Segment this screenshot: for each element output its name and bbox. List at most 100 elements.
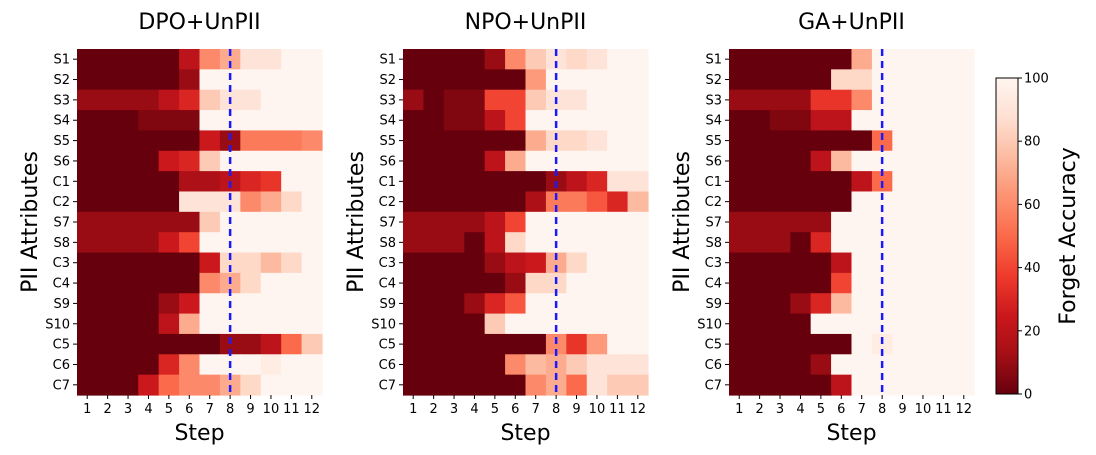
y-tick-label: S2 [705,73,722,88]
heatmap-cell [586,333,608,355]
heatmap-cell [607,150,629,172]
colorbar-gradient [995,77,1019,395]
heatmap-cell [912,354,934,376]
heatmap-cell [831,354,853,376]
heatmap-cell [586,211,608,233]
heatmap-cell [505,69,527,91]
heatmap-cell [810,49,832,70]
heatmap-panels: DPO+UnPII S1 S2 S3 S4 S5 S6 C1 C2 S7 S8 C3 C4 S9 S10 C5… [18,10,975,446]
heatmap-cell [729,191,751,213]
heatmap-cell [179,150,201,172]
heatmap-cell [240,150,262,172]
heatmap-cell [953,49,975,70]
heatmap-cell [219,110,241,132]
heatmap-cell [892,313,914,335]
heatmap-cell [199,171,221,193]
heatmap-cell [525,354,547,376]
heatmap-cell [525,252,547,274]
heatmap-cell [179,293,201,315]
heatmap-cell [97,191,119,213]
heatmap-cell [219,130,241,152]
heatmap-cell [810,374,832,396]
x-tick-label: 3 [450,402,458,417]
heatmap-cell [240,211,262,233]
heatmap-cell [403,272,425,294]
heatmap-cell [586,232,608,254]
heatmap-cell [627,252,649,274]
heatmap-cell [566,313,588,335]
heatmap-cell [260,150,282,172]
heatmap-cell [933,191,955,213]
heatmap-cell [851,69,873,91]
heatmap-cell [749,374,771,396]
heatmap-cell [892,333,914,355]
heatmap-cell [281,49,303,70]
heatmap-cell [912,272,934,294]
heatmap-cell [301,130,323,152]
y-tick-label: S5 [53,134,70,149]
heatmap-cell [301,150,323,172]
heatmap-cell [403,110,425,132]
heatmap-cell [179,354,201,376]
heatmap-cell [627,232,649,254]
heatmap-cell [607,69,629,91]
heatmap-cell [749,49,771,70]
y-tick-label: C7 [53,378,70,393]
y-tick-label: C7 [379,378,396,393]
heatmap-cell [892,354,914,376]
heatmap-cell [729,171,751,193]
heatmap-cell [301,191,323,213]
y-tick-label: S7 [705,216,722,231]
heatmap-cell [566,272,588,294]
heatmap-cell [77,89,99,111]
heatmap-cell [607,354,629,376]
y-tick-label: S7 [379,216,396,231]
heatmap-cell [566,252,588,274]
heatmap-cell [505,49,527,70]
heatmap-cell [138,150,160,172]
heatmap-cell [607,313,629,335]
heatmap-cell [138,313,160,335]
heatmap-cell [851,333,873,355]
heatmap-cell [912,252,934,274]
heatmap-panel-2: NPO+UnPII S1 S2 S3 S4 S5 S6 C1 C2 S7 S8 C3 C4 S9 S10 C5… [344,10,649,446]
heatmap-cell [505,252,527,274]
y-tick-label: C1 [705,175,722,190]
heatmap-panel-3: GA+UnPII S1 S2 S3 S4 S5 S6 C1 C2 S7 S8 C3 C4 S9 S10 C5 C… [670,10,975,446]
heatmap-cell [566,110,588,132]
heatmap-cell [749,252,771,274]
heatmap-cell [158,89,180,111]
heatmap-cell [627,313,649,335]
x-tick-label: 9 [246,402,254,417]
heatmap-cell [301,374,323,396]
heatmap-cell [525,150,547,172]
heatmap-cell [423,333,445,355]
heatmap-cell [525,333,547,355]
heatmap-cell [443,49,465,70]
heatmap-cell [627,272,649,294]
heatmap-cell [831,191,853,213]
heatmap-cell [179,313,201,335]
heatmap-cell [443,171,465,193]
heatmap-cell [749,130,771,152]
heatmap-cell [260,171,282,193]
heatmap-cell [403,333,425,355]
heatmap-cell [810,69,832,91]
heatmap-cell [505,333,527,355]
heatmap-cell [179,49,201,70]
x-tick-label: 2 [755,402,763,417]
heatmap-cell [260,293,282,315]
heatmap-cell [953,232,975,254]
heatmap-cell [97,130,119,152]
y-tick-label: C5 [705,338,722,353]
heatmap-cell [403,89,425,111]
heatmap-cell [607,293,629,315]
heatmap-cell [790,252,812,274]
heatmap-cell [240,191,262,213]
heatmap-cell [97,272,119,294]
heatmap-cell [851,354,873,376]
heatmap-cell [810,354,832,376]
y-tick-label: S1 [379,53,396,68]
heatmap-cell [586,89,608,111]
y-tick-label: S5 [705,134,722,149]
